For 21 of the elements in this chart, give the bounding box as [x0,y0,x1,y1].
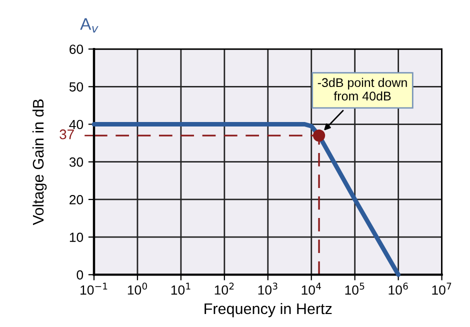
x-tick-label: 10$^{1}$ [171,282,190,295]
x-tick-label: 10$^{7}$ [432,282,452,295]
y-tick-label: 60 [70,44,84,54]
x-axis-title: Frequency in Hertz [204,302,332,318]
y-tick-label: 20 [70,195,84,204]
y-tick-label: 10 [70,232,84,242]
y-axis-title: Voltage Gain in dB [32,99,47,226]
x-tick-label: 10$^{0}$ [128,282,147,295]
x-tick-label: 10$^{6}$ [388,282,408,295]
x-tick-label: 10$^{3}$ [258,282,278,295]
y-tick-label: 40 [69,120,84,130]
annotation: -3dB point down from 40dB [318,78,407,101]
x-tick-label: 10$^{−1}$ [80,282,108,295]
x-tick-label: 10$^{4}$ [302,282,321,295]
y-tick-label: 0 [76,270,84,280]
y-tick-label: 50 [69,82,84,92]
text: A$_{v}$ [80,18,98,32]
x-tick-label: 10$^{5}$ [345,282,364,295]
x-tick-label: 10$^{2}$ [214,282,234,295]
y-tick-label: 30 [69,157,84,167]
ref-line-label: 37 [60,129,74,140]
